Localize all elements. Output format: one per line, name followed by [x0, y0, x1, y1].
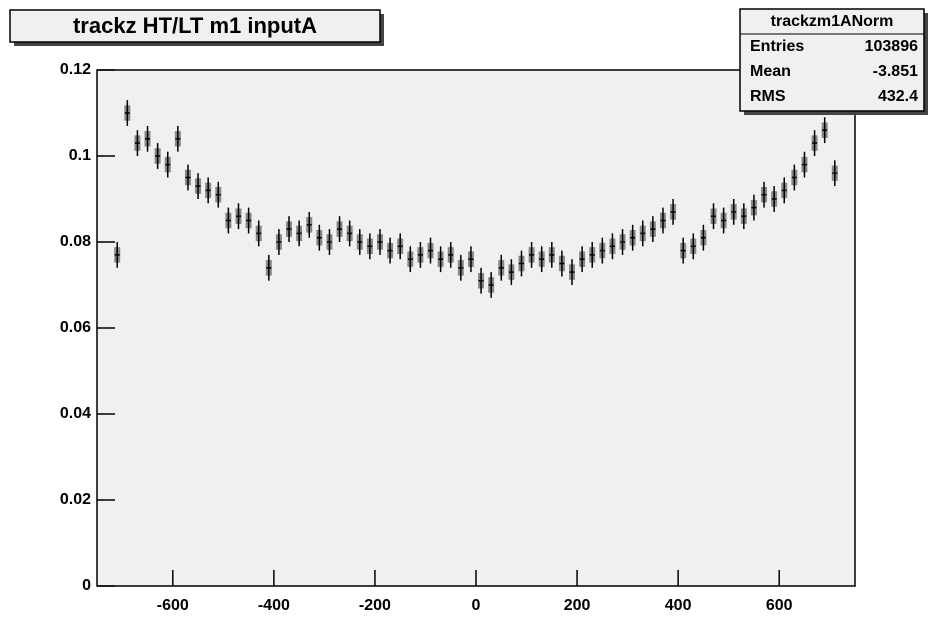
stats-value: 103896	[865, 38, 918, 55]
x-tick-label: -400	[258, 597, 290, 614]
x-tick-label: 0	[472, 597, 481, 614]
stats-panel	[739, 8, 925, 112]
stats-box: trackzm1ANorm	[739, 8, 928, 115]
y-tick-label: 0.06	[60, 319, 91, 336]
stats-label: RMS	[750, 88, 786, 105]
title-box	[9, 9, 381, 43]
y-tick-label: 0.08	[60, 233, 91, 250]
x-tick-label: 600	[766, 597, 793, 614]
y-tick-label: 0.1	[69, 147, 91, 164]
stats-label: Mean	[750, 63, 791, 80]
chart-title: trackz HT/LT m1 inputA	[73, 13, 317, 38]
stats-value: 432.4	[878, 88, 918, 105]
stats-label: Entries	[750, 38, 804, 55]
y-tick-label: 0.02	[60, 491, 91, 508]
plot-frame	[96, 69, 856, 587]
x-tick-label: -600	[157, 597, 189, 614]
stats-value: -3.851	[873, 63, 918, 80]
x-tick-label: 200	[564, 597, 591, 614]
y-tick-label: 0.04	[60, 405, 91, 422]
y-tick-label: 0.12	[60, 61, 91, 78]
x-tick-label: 400	[665, 597, 692, 614]
y-tick-label: 0	[82, 577, 91, 594]
stats-title: trackzm1ANorm	[771, 13, 894, 30]
x-tick-label: -200	[359, 597, 391, 614]
